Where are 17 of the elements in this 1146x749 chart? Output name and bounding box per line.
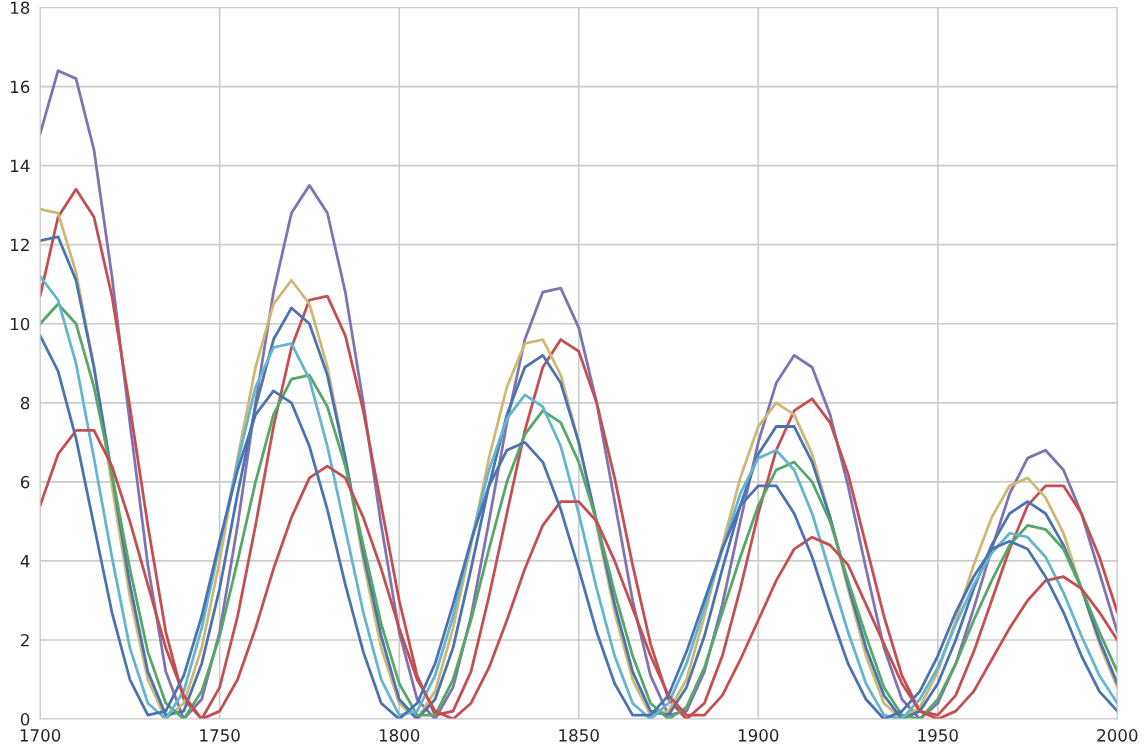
y-tick-label: 18 — [11, 1, 30, 15]
y-tick-label: 8 — [20, 396, 30, 410]
y-tick-label: 10 — [11, 317, 30, 331]
x-tick-label: 1850 — [559, 729, 599, 742]
y-tick-label: 0 — [20, 713, 30, 726]
y-tick-label: 2 — [21, 633, 29, 647]
x-tick-label: 1900 — [738, 729, 779, 742]
x-tick-label: 2000 — [1097, 729, 1138, 742]
x-tick-label: 1750 — [200, 729, 240, 742]
y-tick-label: 12 — [11, 238, 29, 252]
x-tick-label: 1700 — [20, 729, 61, 742]
y-tick-label: 6 — [20, 475, 30, 489]
x-tick-label: 1950 — [918, 729, 958, 742]
y-tick-label: 14 — [11, 159, 30, 172]
y-tick-label: 4 — [20, 555, 30, 568]
x-tick-label: 1800 — [379, 729, 420, 742]
y-tick-label: 16 — [11, 80, 30, 94]
